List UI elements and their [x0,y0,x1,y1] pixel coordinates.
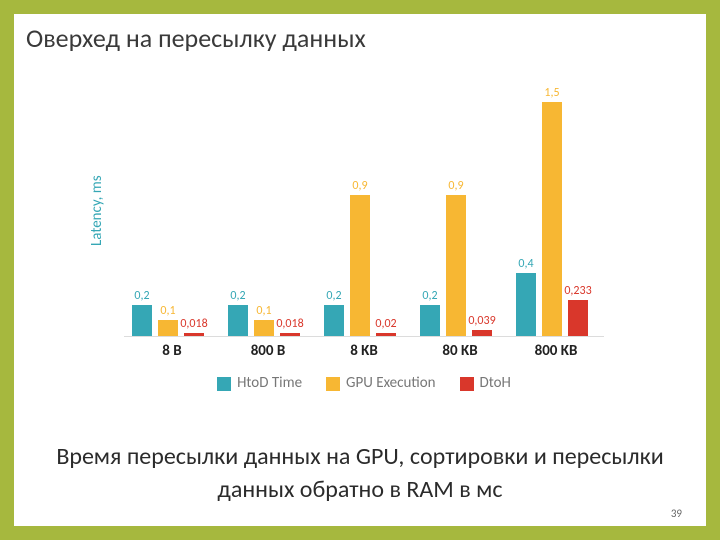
plot-area: 0,20,10,0180,20,10,0180,20,90,020,20,90,… [124,86,604,337]
bar-value-label: 0,233 [562,284,594,298]
legend-label: GPU Execution [346,374,436,392]
bar [158,320,178,336]
bar [184,333,204,336]
category-label: 8 B [124,342,220,360]
slide-frame: Оверхед на пересылку данных Latency, ms … [0,0,720,540]
category-label: 800 KB [508,342,604,360]
legend-swatch [217,377,231,391]
bar-value-label: 0,039 [466,314,498,328]
slide-caption: Время пересылки данных на GPU, сортировк… [14,441,706,506]
bar [420,305,440,336]
bar-value-label: 0,9 [344,179,376,193]
page-number: 39 [671,507,682,520]
legend-item: DtoH [460,374,511,392]
bar-value-label: 0,4 [510,257,542,271]
bar-value-label: 0,2 [318,289,350,303]
bar-value-label: 0,2 [414,289,446,303]
legend-swatch [326,377,340,391]
bar [568,300,588,336]
bar [280,333,300,336]
bar-value-label: 0,1 [152,304,184,318]
bar [516,273,536,336]
latency-chart: Latency, ms 0,20,10,0180,20,10,0180,20,9… [124,86,604,402]
bar-value-label: 0,2 [126,289,158,303]
bar [132,305,152,336]
category-label: 800 B [220,342,316,360]
legend-label: HtoD Time [237,374,302,392]
bar [376,333,396,336]
legend-item: HtoD Time [217,374,302,392]
bar [324,305,344,336]
bar-group: 0,20,10,018 [124,86,220,336]
bar-value-label: 0,02 [370,317,402,331]
bar [228,305,248,336]
bar-value-label: 0,1 [248,304,280,318]
legend-label: DtoH [480,374,511,392]
bar [254,320,274,336]
legend-swatch [460,377,474,391]
legend-item: GPU Execution [326,374,436,392]
bar [472,330,492,336]
bar-value-label: 0,9 [440,179,472,193]
bar-group: 0,4 1,5 0,233 [508,86,604,336]
bar-value-label: 0,018 [178,317,210,331]
slide-title: Оверхед на пересылку данных [26,22,366,54]
category-label: 80 KB [412,342,508,360]
bar [350,195,370,336]
bar-group: 0,2 0,9 0,039 [412,86,508,336]
y-axis-label: Latency, ms [88,175,106,246]
bar [542,102,562,336]
bar-value-label: 0,018 [274,317,306,331]
bar-group: 0,2 0,9 0,02 [316,86,412,336]
bar-value-label: 0,2 [222,289,254,303]
category-label: 8 KB [316,342,412,360]
legend: HtoD Time GPU Execution DtoH [124,374,604,392]
bar-value-label: 1,5 [536,86,568,100]
bar-group: 0,20,10,018 [220,86,316,336]
bar [446,195,466,336]
